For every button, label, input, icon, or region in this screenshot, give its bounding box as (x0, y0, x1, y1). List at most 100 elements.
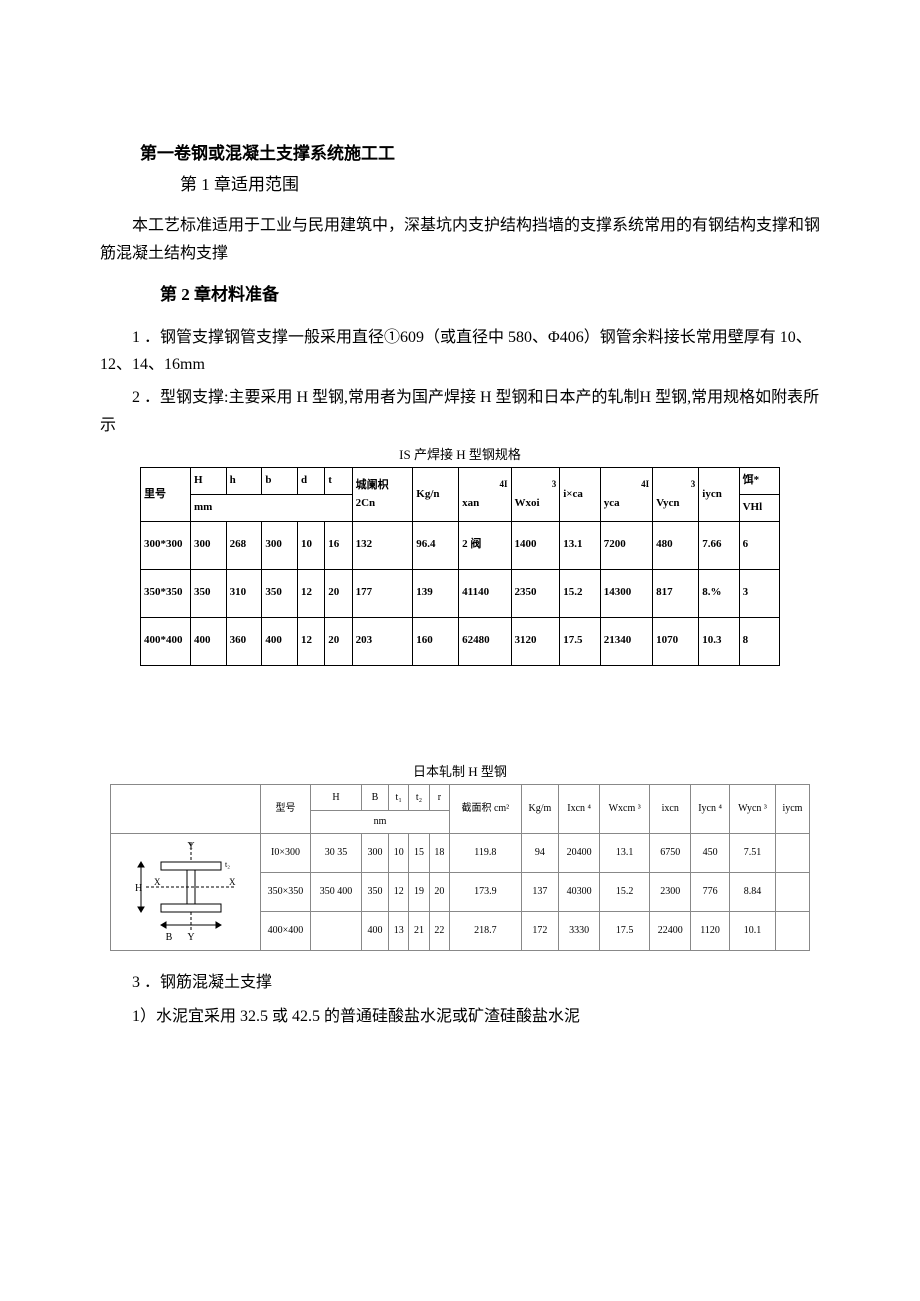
cell (775, 834, 809, 873)
paragraph-1: 本工艺标准适用于工业与民用建筑中，深基坑内支护结构挡墙的支撑系统常用的有钢结构支… (100, 212, 820, 266)
th-yca: 4Iyca (600, 468, 652, 521)
th-H: H (311, 785, 362, 811)
th-r: r (429, 785, 449, 811)
th-iycm: iycm (775, 785, 809, 834)
table-1-title: IS 产焊接 H 型钢规格 (100, 445, 820, 466)
th-wycn: Wycn ³ (730, 785, 776, 834)
cell: 2350 (511, 569, 560, 617)
cell: 3120 (511, 617, 560, 665)
cell: 30 35 (311, 834, 362, 873)
paragraph-3: 2 ．型钢支撑:主要采用 H 型钢,常用者为国产焊接 H 型钢和日本产的轧制H … (100, 384, 820, 438)
cell: 119.8 (450, 834, 522, 873)
cell: 20400 (559, 834, 600, 873)
paragraph-4: 3 ．钢筋混凝土支撑 (132, 969, 820, 996)
cell: 400 (191, 617, 227, 665)
cell: 480 (653, 521, 699, 569)
cell: 20 (325, 569, 352, 617)
chapter-2-heading: 第 2 章材料准备 (160, 281, 820, 308)
cell: 8.84 (730, 873, 776, 912)
th-model: 里号 (141, 468, 191, 521)
cell: 350×350 (261, 873, 311, 912)
cell: 13.1 (560, 521, 601, 569)
cell: 14300 (600, 569, 652, 617)
table-2-title: 日本轧制 H 型钢 (100, 762, 820, 783)
cell: 8.% (699, 569, 739, 617)
cell: 300 (361, 834, 388, 873)
cell: 6750 (650, 834, 691, 873)
chapter-1-heading: 第 1 章适用范围 (180, 171, 820, 198)
cell: 1120 (691, 912, 730, 951)
th-iycn: Iycn ⁴ (691, 785, 730, 834)
cell: 62480 (459, 617, 511, 665)
cell: 300 (262, 521, 298, 569)
cell: 350 (191, 569, 227, 617)
h-section-diagram-icon: Y X X Y B H t₂ (121, 837, 251, 947)
th-B: B (361, 785, 388, 811)
cell: 172 (521, 912, 559, 951)
cell: 132 (352, 521, 413, 569)
svg-text:B: B (165, 932, 172, 943)
th-wxoi: 3Wxoi (511, 468, 560, 521)
table-row: Y X X Y B H t₂ (111, 834, 810, 873)
cell: 400*400 (141, 617, 191, 665)
cell: 19 (409, 873, 429, 912)
cell: 400 (262, 617, 298, 665)
cell: 300*300 (141, 521, 191, 569)
th-xan: 4Ixan (459, 468, 511, 521)
cell: 2 阀 (459, 521, 511, 569)
cell: 776 (691, 873, 730, 912)
cell: 15 (409, 834, 429, 873)
cell: 203 (352, 617, 413, 665)
cell: 12 (297, 569, 324, 617)
th-b: b (262, 468, 298, 495)
table-row: 里号 H h b d t 城阑枳 2Cn Kg/n 4Ixan 3Wxoi i×… (141, 468, 780, 495)
svg-text:X: X (229, 877, 236, 887)
cell: 17.5 (599, 912, 649, 951)
th-last: 饵* (739, 468, 779, 495)
cell: 7.66 (699, 521, 739, 569)
table-2-h-steel-japan: 型号 H B t₁ t₂ r 截面积 cm² Kg/m Ixcn ⁴ Wxcm … (110, 784, 810, 951)
th-d: d (297, 468, 324, 495)
th-wxcm: Wxcm ³ (599, 785, 649, 834)
th-kgn: Kg/n (413, 468, 459, 521)
cell: 20 (325, 617, 352, 665)
th-t1: t₁ (389, 785, 409, 811)
cell: 160 (413, 617, 459, 665)
cell: 17.5 (560, 617, 601, 665)
cell: 2300 (650, 873, 691, 912)
cell: 400×400 (261, 912, 311, 951)
cell: 350 400 (311, 873, 362, 912)
table-1-h-steel-domestic: 里号 H h b d t 城阑枳 2Cn Kg/n 4Ixan 3Wxoi i×… (140, 467, 780, 665)
table-row: 400*400 400 360 400 12 20 203 160 62480 … (141, 617, 780, 665)
cell: 12 (389, 873, 409, 912)
cell: 139 (413, 569, 459, 617)
paragraph-5: 1）水泥宜采用 32.5 或 42.5 的普通硅酸盐水泥或矿渣硅酸盐水泥 (132, 1003, 820, 1030)
th-t2: t₂ (409, 785, 429, 811)
th-t: t (325, 468, 352, 495)
cell: 310 (226, 569, 262, 617)
cell: 6 (739, 521, 779, 569)
cell: 177 (352, 569, 413, 617)
cell: 41140 (459, 569, 511, 617)
cell: I0×300 (261, 834, 311, 873)
cell: 1070 (653, 617, 699, 665)
th-ixcn: Ixcn ⁴ (559, 785, 600, 834)
th-iycn: iycn (699, 468, 739, 521)
cell: 268 (226, 521, 262, 569)
cell: 3330 (559, 912, 600, 951)
cell: 7200 (600, 521, 652, 569)
svg-text:X: X (154, 877, 161, 887)
cell: 12 (297, 617, 324, 665)
cell: 1400 (511, 521, 560, 569)
th-area-label: 城阑枳 2Cn (352, 468, 413, 521)
cell: 10 (297, 521, 324, 569)
svg-text:Y: Y (187, 932, 194, 943)
cell: 15.2 (560, 569, 601, 617)
cell: 350*350 (141, 569, 191, 617)
table-row: 350*350 350 310 350 12 20 177 139 41140 … (141, 569, 780, 617)
cell: 40300 (559, 873, 600, 912)
cell: 350 (262, 569, 298, 617)
cell (775, 873, 809, 912)
cell: 18 (429, 834, 449, 873)
cell: 13 (389, 912, 409, 951)
